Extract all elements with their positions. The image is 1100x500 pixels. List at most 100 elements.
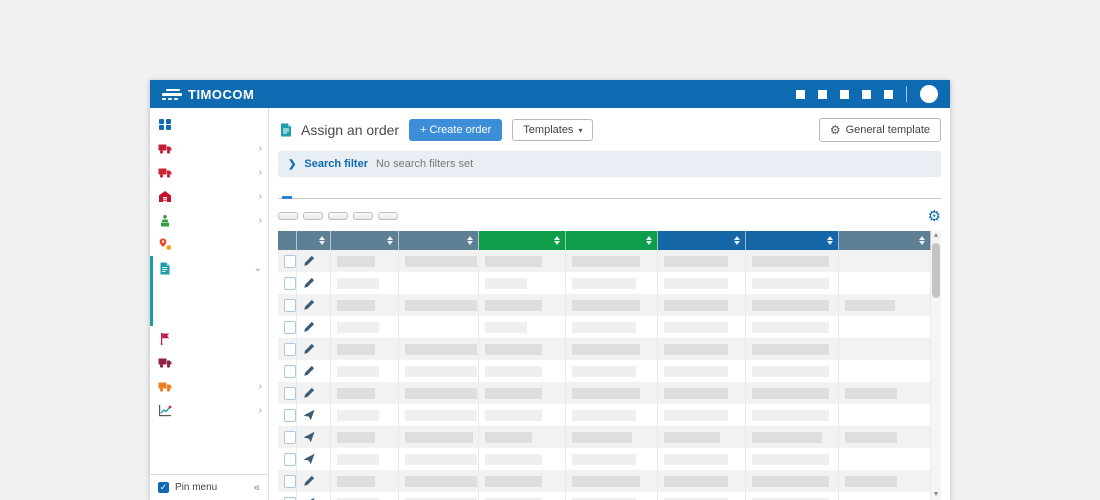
search-filter-label: Search filter [304,158,368,170]
edit-pencil-icon[interactable] [303,255,315,267]
placeholder-bar [752,475,829,487]
tab-accepted[interactable] [338,190,356,198]
collapse-sidebar-icon[interactable]: « [253,481,260,494]
tab-archive[interactable] [398,190,416,198]
copy-button[interactable] [278,212,298,220]
sidebar-subitem-received-orders[interactable] [153,303,268,326]
column-header-status[interactable] [297,231,331,250]
top-menu-app-square[interactable] [862,89,871,99]
row-checkbox[interactable] [284,364,296,378]
cell-service_provider [399,360,479,382]
sent-paper-plane-icon[interactable] [303,409,315,421]
sent-paper-plane-icon[interactable] [303,497,315,500]
title-row: Assign an order + Create order Templates… [278,118,941,142]
placeholder-bar [664,255,728,267]
sidebar-item-warehouse[interactable]: › [150,184,268,208]
general-template-button[interactable]: ⚙ General template [818,118,941,142]
tab-in-progress[interactable] [298,190,316,198]
cell-ratings [331,250,399,272]
brand-name: TIMOCOM [188,86,255,102]
row-checkbox[interactable] [284,276,296,290]
row-checkbox[interactable] [284,452,296,466]
edit-pencil-icon[interactable] [303,365,315,377]
sidebar-item-routes-costs[interactable] [150,232,268,256]
placeholder-bar [337,431,375,443]
column-header-select [278,231,297,250]
table-row [278,404,931,426]
column-header-loading_date[interactable] [479,231,566,250]
placeholder-bar [405,409,477,421]
sidebar-item-statistics[interactable]: › [150,398,268,422]
edit-pencil-icon[interactable] [303,321,315,333]
sidebar-item-start-page[interactable] [150,112,268,136]
row-checkbox[interactable] [284,386,296,400]
vertical-scrollbar[interactable]: ▲ ▼ [931,231,941,500]
tab-cancelled[interactable] [378,190,396,198]
edit-pencil-icon[interactable] [303,475,315,487]
sidebar-item-vehicle-management[interactable]: › [150,374,268,398]
scroll-down-arrow-icon[interactable]: ▼ [932,491,940,498]
row-checkbox[interactable] [284,342,296,356]
placeholder-bar [405,387,477,399]
column-header-order_number[interactable] [839,231,931,250]
mark-as-read-button[interactable] [378,212,398,220]
top-menu-app-square[interactable] [884,89,893,99]
row-checkbox[interactable] [284,474,296,488]
delete-button[interactable] [328,212,348,220]
cell-select [278,382,297,404]
tab-all-orders[interactable] [278,190,296,199]
row-checkbox[interactable] [284,298,296,312]
top-menu-app-square[interactable] [818,89,827,99]
create-order-button[interactable]: + Create order [409,119,503,141]
scrollbar-thumb[interactable] [932,243,940,298]
row-checkbox[interactable] [284,430,296,444]
sidebar-item-shipment-tracking[interactable] [150,350,268,374]
row-checkbox[interactable] [284,254,296,268]
cell-order_number [839,470,931,492]
sidebar-item-tour-planning[interactable] [150,326,268,350]
edit-pencil-icon[interactable] [303,387,315,399]
cell-loading_date [479,382,566,404]
placeholder-bar [752,453,829,465]
column-header-to[interactable] [746,231,839,250]
placeholder-bar [405,475,477,487]
cell-from [566,338,658,360]
search-filter-toggle[interactable]: ❯ Search filter No search filters set [278,151,941,177]
general-template-label: General template [845,124,930,136]
row-checkbox[interactable] [284,496,296,500]
table-row [278,272,931,294]
sent-paper-plane-icon[interactable] [303,431,315,443]
avatar[interactable] [920,85,938,103]
row-checkbox[interactable] [284,408,296,422]
column-header-unloading_date[interactable] [658,231,746,250]
tour-planning-icon [160,332,170,345]
chevron-right-icon: › [258,214,262,226]
sidebar-subitem-assign-an-order[interactable] [153,280,268,303]
table-settings-gear-icon[interactable]: ⚙ [927,207,941,225]
tab-rejected[interactable] [358,190,376,198]
sidebar-item-transport-orders[interactable]: ⌄ [153,256,268,280]
column-header-from[interactable] [566,231,658,250]
sent-paper-plane-icon[interactable] [303,453,315,465]
pin-menu-checkbox[interactable]: ✓ [158,482,169,493]
sidebar-item-tenders[interactable]: › [150,208,268,232]
top-menu-app-square[interactable] [796,89,805,99]
tab-sent-54-[interactable] [318,190,336,198]
sidebar-item-freight[interactable]: › [150,136,268,160]
templates-dropdown[interactable]: Templates ▾ [512,119,594,141]
archive-button[interactable] [353,212,373,220]
column-header-ratings[interactable] [331,231,399,250]
row-checkbox[interactable] [284,320,296,334]
create-pdf-button[interactable] [303,212,323,220]
sidebar-item-vehicle-space[interactable]: › [150,160,268,184]
top-menu-app-square[interactable] [840,89,849,99]
scroll-up-arrow-icon[interactable]: ▲ [932,232,940,239]
cell-select [278,250,297,272]
cell-from [566,272,658,294]
edit-pencil-icon[interactable] [303,299,315,311]
placeholder-bar [664,387,728,399]
column-header-service_provider[interactable] [399,231,479,250]
edit-pencil-icon[interactable] [303,277,315,289]
placeholder-bar [405,431,473,443]
edit-pencil-icon[interactable] [303,343,315,355]
